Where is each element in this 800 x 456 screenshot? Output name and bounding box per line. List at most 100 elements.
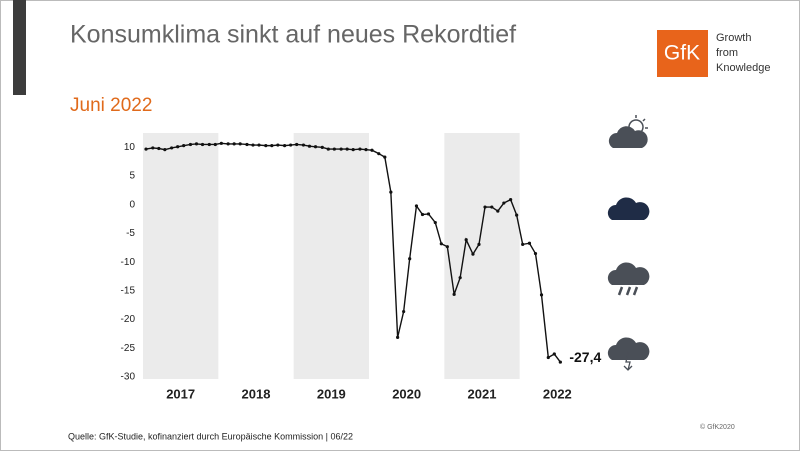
logo-box	[657, 30, 708, 77]
point	[251, 143, 255, 147]
y-tick-label: -5	[126, 228, 135, 239]
point	[295, 142, 299, 147]
point	[226, 142, 230, 146]
x-tick-label: 2020	[392, 386, 421, 401]
source: Quelle: GfK-Studie, kofinanziert durch E…	[68, 431, 353, 441]
icon-sun-cloud	[608, 115, 648, 148]
copyright: © GfK2020	[700, 423, 735, 431]
value-label: -27,4	[569, 349, 601, 365]
x-tick-label: 2019	[317, 386, 346, 401]
point	[471, 252, 475, 256]
point	[157, 146, 161, 151]
logo-mark: GfK	[664, 42, 700, 65]
point	[490, 205, 494, 209]
point	[546, 355, 550, 360]
logo-tagline: from	[716, 47, 738, 59]
subtitle: Juni 2022	[70, 95, 152, 116]
point	[458, 276, 462, 280]
y-tick-label: 10	[124, 142, 136, 153]
point	[144, 147, 148, 151]
point	[383, 155, 387, 159]
title: Konsumklima sinkt auf neues Rekordtief	[70, 21, 516, 49]
y-tick-label: -10	[121, 257, 136, 268]
point	[445, 245, 449, 249]
point	[370, 148, 374, 152]
point	[477, 242, 481, 246]
y-tick-label: -15	[121, 286, 136, 297]
x-tick-label: 2018	[242, 386, 271, 401]
point	[402, 309, 406, 314]
point	[320, 145, 324, 149]
point	[170, 146, 174, 150]
y-tick-label: -30	[121, 372, 136, 383]
y-tick-label: -20	[121, 314, 136, 325]
point	[377, 152, 381, 156]
point	[515, 213, 519, 217]
point	[301, 143, 306, 147]
point	[219, 141, 223, 145]
y-tick-label: 5	[129, 171, 135, 182]
point	[182, 144, 186, 148]
point	[232, 142, 236, 146]
point	[527, 241, 532, 245]
point	[176, 145, 180, 149]
point	[188, 142, 193, 147]
icon-rain-cloud	[607, 262, 650, 296]
point	[408, 257, 412, 261]
point	[558, 360, 562, 364]
point	[194, 142, 199, 146]
year-band	[444, 133, 520, 379]
point	[509, 197, 513, 202]
x-tick-label: 2022	[543, 386, 572, 401]
point	[496, 209, 500, 213]
point	[483, 205, 487, 209]
point	[339, 147, 343, 151]
point	[533, 251, 538, 256]
point	[539, 293, 544, 297]
icon-storm-cloud	[607, 337, 650, 371]
point	[552, 352, 556, 356]
point	[364, 148, 368, 152]
point	[257, 143, 261, 147]
point	[276, 143, 280, 147]
point	[326, 147, 330, 151]
point	[345, 147, 349, 151]
logo-tagline: Knowledge	[716, 62, 770, 74]
point	[213, 142, 217, 147]
icon-cloud	[607, 197, 650, 220]
point	[307, 144, 312, 148]
point	[151, 146, 155, 150]
point	[426, 212, 431, 216]
point	[358, 147, 362, 151]
point	[283, 144, 287, 148]
point	[351, 148, 355, 152]
year-band	[293, 133, 369, 379]
point	[414, 204, 419, 208]
point	[439, 242, 443, 246]
accent-bar	[13, 0, 26, 95]
point	[264, 144, 268, 148]
point	[396, 335, 400, 339]
point	[389, 190, 393, 194]
plot: 2017 2018 2019 2020 2021 2022 10 5 0 -5 -10 -15 -20 -…	[121, 133, 601, 401]
point	[464, 238, 468, 242]
point	[452, 292, 456, 296]
point	[433, 220, 437, 225]
y-tick-label: -25	[121, 343, 136, 354]
point	[313, 145, 318, 149]
point	[163, 148, 167, 152]
point	[245, 142, 249, 147]
point	[289, 143, 293, 147]
x-tick-label: 2021	[468, 386, 497, 401]
point	[207, 142, 211, 147]
point	[238, 142, 242, 146]
logo-tagline: Growth	[716, 32, 751, 44]
point	[332, 147, 336, 151]
x-tick-label: 2017	[166, 386, 195, 401]
point	[502, 201, 506, 205]
year-band	[143, 133, 219, 379]
point	[270, 144, 274, 148]
point	[200, 142, 205, 147]
